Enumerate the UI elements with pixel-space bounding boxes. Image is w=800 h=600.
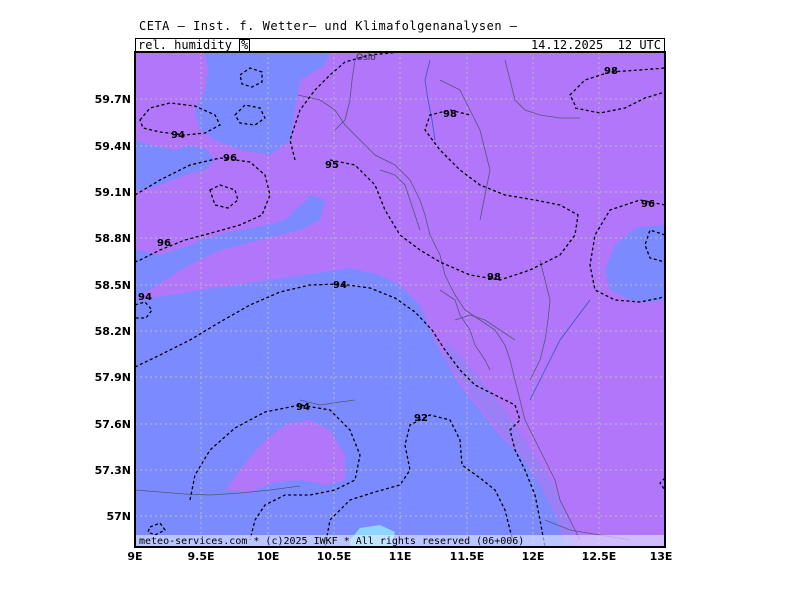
lon-label: 10.5E [317,550,352,563]
chart-title: CETA — Inst. f. Wetter— und Klimafolgena… [139,19,518,33]
contour-label: 92 [414,413,428,424]
lon-label: 11E [389,550,412,563]
lon-label: 12.5E [582,550,617,563]
lat-label: 58.5N [95,279,131,292]
contour-92 [324,414,516,547]
parameter-label: rel._humidity_% [138,38,251,52]
contour-94-mid [135,283,546,547]
contour-label: 94 [296,402,310,413]
grid-lines [135,52,665,547]
lat-label: 58.8N [95,232,131,245]
humidity-low-left-blob [135,140,215,190]
contour-94-top [139,102,221,136]
lon-label: 10E [257,550,280,563]
humidity-mid-band [445,340,575,547]
contour-labels: 98 98 98 96 96 96 95 94 94 94 94 92 [138,66,655,424]
lon-axis: 9E 9.5E 10E 10.5E 11E 11.5E 12E 12.5E 13… [127,550,672,563]
contour-right-edge [659,477,665,491]
lon-label: 11.5E [450,550,485,563]
lon-label: 12E [522,550,545,563]
rivers [424,59,591,401]
contour-label: 94 [171,130,185,141]
valid-time: 14.12.2025 12 UTC [530,38,661,52]
contours [135,52,665,547]
humidity-low-region-2 [135,195,320,290]
contour-94-south [189,404,361,541]
coastlines [135,59,631,541]
contour-96-right-small [644,229,665,263]
credit-strip [136,535,664,546]
contour-label: 98 [487,272,501,283]
contour-label: 94 [333,280,347,291]
contour-label: 96 [223,153,237,164]
contour-label: 96 [641,199,655,210]
lon-label: 13E [650,550,673,563]
contour-label: 98 [604,66,618,77]
map-frame [134,51,666,548]
lat-axis: 59.7N 59.4N 59.1N 58.8N 58.5N 58.2N 57.9… [95,93,131,523]
lat-label: 59.4N [95,140,131,153]
contour-98-top [289,52,579,281]
parameter-name: rel._humidity_ [138,38,240,52]
lon-label: 9E [127,550,142,563]
lat-label: 57.9N [95,371,131,384]
contour-label: 96 [157,238,171,249]
lat-label: 57N [106,510,131,523]
parameter-bar: rel._humidity_% 14.12.2025 12 UTC [135,38,665,52]
contour-96-right [589,199,665,303]
city-label-oslo: Oslo [356,53,376,63]
contour-label: 98 [443,109,457,120]
humidity-low-right-blob [605,225,665,302]
contour-label: 94 [138,292,152,303]
contour-94-blob1 [239,67,263,88]
contour-94-left-blob [135,301,153,319]
contour-98-right [569,67,665,106]
contour-small-bottom [147,522,166,536]
contour-96-left [135,157,271,263]
humidity-low-top-left [195,52,330,155]
contour-98-right-b [574,91,665,114]
contour-94-blob2 [234,104,266,126]
humidity-low-region [135,195,572,547]
humidity-high-lobe-south [225,420,345,492]
lon-label: 9.5E [187,550,214,563]
credit-text: meteo-services.com * (c)2025 IWKF * All … [139,536,524,547]
contour-label: 95 [325,160,339,171]
map-area [135,52,665,547]
lat-label: 57.3N [95,464,131,477]
lat-label: 59.7N [95,93,131,106]
lat-label: 57.6N [95,418,131,431]
contour-96-inner [209,184,239,209]
lat-label: 58.2N [95,325,131,338]
lat-label: 59.1N [95,186,131,199]
